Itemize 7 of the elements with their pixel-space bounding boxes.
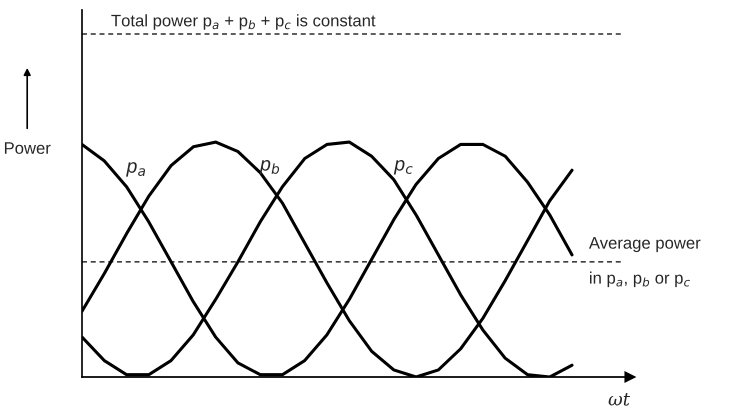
series-label: p$_{c}$ — [394, 160, 413, 175]
x-axis-title: ωt — [608, 393, 630, 406]
series-label: p$_{b}$ — [260, 160, 280, 175]
series-label: p$_{a}$ — [126, 162, 145, 177]
ref-line-label: Average power in p$_{a}$, p$_{b}$ or p$_{c}$ — [588, 237, 700, 288]
y-axis-title: Power — [4, 142, 51, 154]
ref-line-label: Total power p$_{a}$ + p$_{b}$ + p$_{c}$ is constant — [111, 14, 376, 30]
